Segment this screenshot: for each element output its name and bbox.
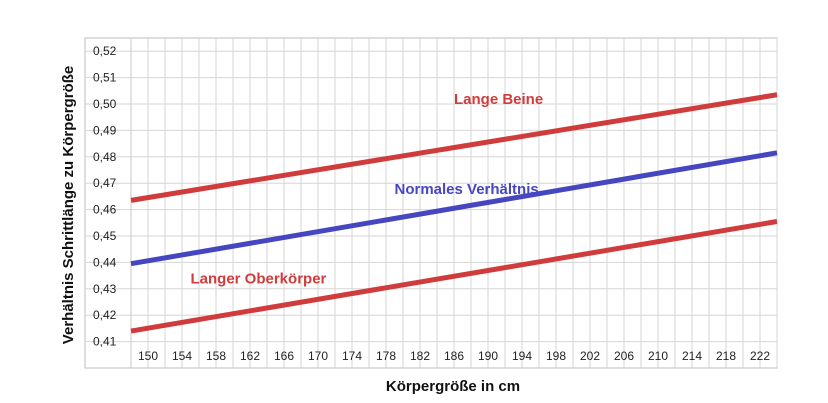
- x-tick-label: 170: [308, 349, 328, 363]
- x-tick-label: 182: [410, 349, 430, 363]
- x-tick-label: 206: [614, 349, 634, 363]
- y-tick-label: 0,50: [93, 97, 117, 111]
- x-tick-label: 158: [206, 349, 226, 363]
- x-tick-label: 210: [648, 349, 668, 363]
- y-tick-label: 0,51: [93, 71, 117, 85]
- series-label: Langer Oberkörper: [191, 271, 327, 288]
- series-line: [130, 150, 778, 267]
- series-line: [130, 219, 778, 334]
- x-tick-label: 166: [274, 349, 294, 363]
- y-tick-label: 0,44: [93, 255, 117, 269]
- plot-area: [84, 37, 778, 369]
- x-tick-label: 218: [716, 349, 736, 363]
- y-tick-label: 0,47: [93, 176, 117, 190]
- y-axis-title: Verhältnis Schrittlänge zu Körpergröße: [60, 66, 77, 344]
- grid-lines: [85, 38, 778, 368]
- x-tick-label: 178: [376, 349, 396, 363]
- y-tick-label: 0,46: [93, 203, 117, 217]
- x-tick-label: 194: [512, 349, 532, 363]
- x-tick-label: 198: [546, 349, 566, 363]
- y-axis-ticks: 0,41 0,42 0,43 0,44 0,45 0,46 0,47 0,48 0,49 0,50…: [93, 44, 117, 348]
- series-line: [130, 92, 778, 203]
- series-lines: [130, 92, 778, 334]
- x-axis-title: Körpergröße in cm: [386, 378, 520, 395]
- x-tick-label: 222: [750, 349, 770, 363]
- y-tick-label: 0,42: [93, 308, 117, 322]
- y-tick-label: 0,48: [93, 150, 117, 164]
- y-tick-label: 0,52: [93, 44, 117, 58]
- x-tick-label: 174: [342, 349, 362, 363]
- y-tick-label: 0,43: [93, 282, 117, 296]
- y-tick-label: 0,49: [93, 123, 117, 137]
- x-tick-label: 214: [682, 349, 702, 363]
- x-tick-label: 162: [240, 349, 260, 363]
- y-tick-label: 0,45: [93, 229, 117, 243]
- x-axis-ticks: 150 154 158 162 166 170 174 178 182 186 190 194 198 2…: [85, 349, 777, 369]
- series-label: Lange Beine: [454, 91, 543, 108]
- x-tick-label: 154: [172, 349, 192, 363]
- y-tick-label: 0,41: [93, 335, 117, 349]
- x-tick-label: 150: [138, 349, 158, 363]
- series-label: Normales Verhältnis: [395, 181, 539, 198]
- series-labels: Lange Beine Normales Verhältnis Langer Obe…: [191, 91, 544, 288]
- x-tick-label: 202: [580, 349, 600, 363]
- plot-frame: [84, 37, 778, 369]
- x-tick-label: 190: [478, 349, 498, 363]
- x-tick-label: 186: [444, 349, 464, 363]
